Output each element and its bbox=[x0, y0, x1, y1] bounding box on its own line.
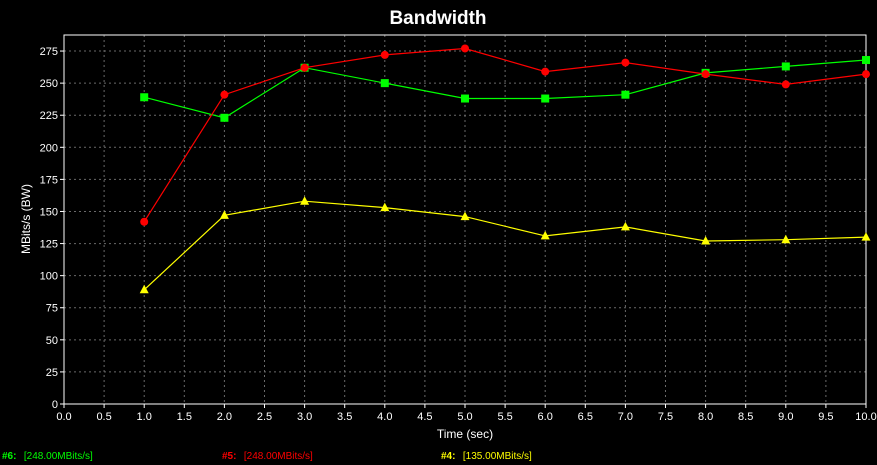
legend-entry-4: #4: [135.00MBits/s] bbox=[441, 446, 532, 463]
data-point-circle bbox=[781, 80, 790, 89]
y-tick-label: 100 bbox=[40, 271, 58, 283]
y-axis-label: MBits/s (BW) bbox=[19, 184, 33, 254]
data-point-circle bbox=[461, 44, 469, 53]
x-tick-label: 2.5 bbox=[257, 411, 272, 423]
legend-entry-5: #5: [248.00MBits/s] bbox=[222, 446, 313, 463]
x-tick-label: 3.5 bbox=[337, 411, 352, 423]
data-point-square bbox=[862, 56, 870, 65]
data-point-triangle bbox=[540, 230, 550, 240]
data-point-triangle bbox=[139, 284, 149, 294]
data-point-square bbox=[541, 94, 550, 103]
data-point-square bbox=[781, 62, 790, 71]
data-point-circle bbox=[701, 70, 710, 79]
series bbox=[139, 44, 871, 294]
legend-value-4: [135.00MBits/s] bbox=[463, 451, 532, 462]
series-1 bbox=[140, 44, 870, 226]
y-tick-label: 150 bbox=[40, 206, 58, 218]
y-tick-label: 125 bbox=[40, 239, 58, 251]
y-tick-label: 75 bbox=[46, 303, 58, 315]
x-tick-label: 0.0 bbox=[56, 411, 71, 423]
x-tick-label: 7.0 bbox=[618, 411, 633, 423]
x-tick-label: 8.5 bbox=[738, 411, 753, 423]
data-point-circle bbox=[300, 63, 309, 72]
x-tick-label: 2.0 bbox=[217, 411, 232, 423]
x-axis-ticks: 0.0 0.5 1.0 1.5 2.0 2.5 3.0 3.5 4.0 4.5 5.0 5.5 6.0 6… bbox=[56, 404, 877, 423]
data-point-square bbox=[140, 93, 149, 102]
series-line-0 bbox=[144, 59, 867, 119]
data-point-circle bbox=[220, 90, 229, 99]
series-2 bbox=[139, 196, 871, 294]
data-point-triangle bbox=[300, 196, 310, 205]
y-tick-label: 50 bbox=[46, 335, 58, 347]
data-point-square bbox=[461, 94, 469, 103]
x-tick-label: 6.5 bbox=[578, 411, 593, 423]
x-tick-label: 10.0 bbox=[855, 411, 876, 423]
x-tick-label: 5.0 bbox=[457, 411, 472, 423]
data-point-triangle bbox=[460, 211, 470, 221]
x-tick-label: 4.5 bbox=[417, 411, 432, 423]
data-point-triangle bbox=[380, 202, 390, 212]
data-point-triangle bbox=[861, 232, 871, 241]
y-axis-ticks: 0 25 50 75 100 125 150 175 200 225 250 275 bbox=[40, 46, 64, 411]
x-tick-label: 4.0 bbox=[377, 411, 392, 423]
x-tick-label: 7.5 bbox=[658, 411, 673, 423]
data-point-circle bbox=[621, 58, 630, 67]
legend-key-4: #4: bbox=[441, 451, 455, 462]
x-tick-label: 8.0 bbox=[698, 411, 713, 423]
legend-key-5: #5: bbox=[222, 451, 236, 462]
legend-value-6: [248.00MBits/s] bbox=[24, 451, 93, 462]
data-point-circle bbox=[380, 50, 389, 59]
data-point-circle bbox=[140, 217, 149, 226]
x-tick-label: 1.5 bbox=[177, 411, 192, 423]
x-tick-label: 9.5 bbox=[818, 411, 833, 423]
series-line-1 bbox=[143, 47, 867, 223]
y-tick-label: 175 bbox=[40, 174, 58, 186]
series-line-2 bbox=[143, 200, 867, 291]
legend: #6: [248.00MBits/s] #5: [248.00MBits/s] … bbox=[2, 446, 532, 463]
y-tick-label: 25 bbox=[46, 367, 58, 379]
data-point-triangle bbox=[219, 210, 229, 219]
y-tick-label: 275 bbox=[40, 46, 58, 58]
data-point-circle bbox=[541, 67, 550, 76]
x-tick-label: 0.5 bbox=[96, 411, 111, 423]
data-point-square bbox=[220, 113, 229, 122]
data-point-circle bbox=[862, 70, 870, 79]
x-tick-label: 1.0 bbox=[137, 411, 152, 423]
x-tick-label: 3.0 bbox=[297, 411, 312, 423]
legend-entry-6: #6: [248.00MBits/s] bbox=[2, 446, 93, 463]
data-point-triangle bbox=[701, 235, 711, 245]
chart-title: Bandwidth bbox=[389, 8, 486, 29]
data-point-square bbox=[621, 90, 630, 99]
data-point-triangle bbox=[620, 221, 630, 231]
y-tick-label: 0 bbox=[52, 399, 58, 411]
y-tick-label: 250 bbox=[40, 78, 58, 90]
x-tick-label: 6.0 bbox=[538, 411, 553, 423]
y-tick-label: 225 bbox=[40, 110, 58, 122]
data-point-triangle bbox=[781, 234, 791, 244]
x-axis-label: Time (sec) bbox=[437, 427, 493, 441]
y-tick-label: 200 bbox=[40, 142, 58, 154]
x-tick-label: 5.5 bbox=[497, 411, 512, 423]
data-point-square bbox=[380, 79, 389, 88]
legend-value-5: [248.00MBits/s] bbox=[244, 451, 313, 462]
x-tick-label: 9.0 bbox=[778, 411, 793, 423]
legend-key-6: #6: bbox=[2, 451, 16, 462]
